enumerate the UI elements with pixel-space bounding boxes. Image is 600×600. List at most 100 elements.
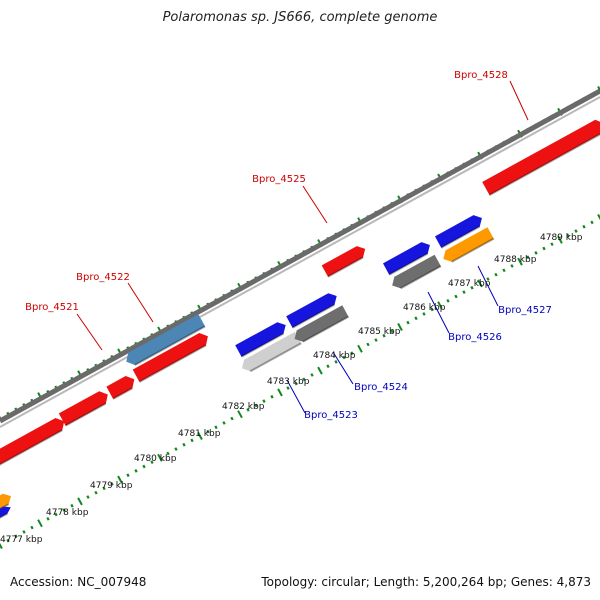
gene-reverse-a-shade [240,332,285,358]
leader-bpro4523 [286,379,306,414]
lower-minor-tick [374,338,378,342]
gene-label[interactable]: Bpro_4522 [76,272,130,283]
lower-minor-tick [342,355,346,360]
lower-minor-tick [142,464,146,469]
gene-reverse-d-shade [440,225,481,249]
lower-major-tick [357,344,363,353]
lower-minor-tick [182,442,186,447]
gene-pseudo-bpro4527[interactable] [443,227,494,262]
gene-label[interactable]: Bpro_4526 [448,332,502,343]
lower-major-tick [557,235,563,244]
lower-minor-tick [462,290,466,294]
lower-minor-tick [246,407,250,412]
gene-rna-bpro4522-shade [134,325,206,366]
lower-minor-tick [214,425,218,430]
gene-forward-c[interactable] [106,376,135,399]
gene-label[interactable]: Bpro_4524 [354,382,408,393]
lower-minor-tick [486,277,490,281]
backbone-strand-top [0,88,600,424]
gene-reverse-bpro4524-shade [291,303,336,329]
gene-label[interactable]: Bpro_4523 [304,410,358,421]
lower-minor-tick [86,495,90,499]
lower-minor-tick [430,307,434,312]
kbp-tick-label: 4778 kbp [46,508,89,518]
gene-reverse-bpro4523[interactable] [242,331,302,372]
gene-label[interactable]: Bpro_4525 [252,174,306,185]
gene-forward-b[interactable] [58,391,108,426]
lower-minor-tick [150,460,154,465]
lower-minor-tick [222,421,226,425]
kbp-tick-label: 4777 kbp [0,535,43,545]
lower-major-tick [597,214,600,221]
lower-minor-tick [6,538,10,543]
lower-major-tick [197,432,203,440]
lower-minor-tick [46,516,50,521]
lower-minor-tick [414,316,418,321]
gene-reverse-c[interactable] [383,242,430,275]
gene-label[interactable]: Bpro_4521 [25,302,79,313]
leader-bpro4522 [127,282,154,323]
lower-major-tick [157,453,163,462]
gene-reverse-b[interactable] [294,305,349,342]
gene-label[interactable]: Bpro_4528 [454,70,508,81]
lower-minor-tick [406,320,410,325]
gene-forward-bpro4521[interactable] [132,333,208,382]
lower-minor-tick [366,342,370,347]
lower-minor-tick [110,482,114,486]
gene-reverse-bpro4523-shade [249,342,302,373]
gene-reverse-bpro4526-shade [400,265,442,290]
genome-summary-text: Topology: circular; Length: 5,200,264 bp… [261,575,591,589]
lower-major-tick [477,279,483,288]
lower-minor-tick [526,255,530,260]
backbone-strand-shadow [0,96,600,428]
leader-bpro4525 [302,185,328,224]
kbp-tick-label: 4785 kbp [358,327,401,337]
lower-minor-tick [446,298,450,303]
lower-minor-tick [126,473,130,478]
kbp-tick-label: 4786 kbp [403,303,446,313]
gene-label[interactable]: Bpro_4527 [498,305,552,316]
gene-forward-bpro4521-shade [138,344,207,383]
kbp-tick-label: 4780 kbp [134,454,177,464]
gene-reverse-bpro4524[interactable] [286,293,337,328]
lower-minor-tick [230,416,234,421]
gene-forward-c-shade [112,387,133,400]
lower-minor-tick [54,512,58,517]
lower-minor-tick [166,451,170,456]
lower-minor-tick [14,534,18,539]
lower-minor-tick [454,294,458,299]
lower-major-tick [437,301,443,310]
gene-reverse-c-shade [388,252,429,276]
gene-reverse-d[interactable] [435,215,482,248]
gene-pseudo-edge[interactable] [0,493,11,510]
gene-reverse-bpro4526[interactable] [392,254,441,289]
kbp-tick-label: 4784 kbp [313,351,356,361]
label-leader-lines [76,80,529,414]
lower-minor-tick [70,503,74,508]
lower-minor-tick [390,329,394,334]
lower-minor-tick [382,333,386,338]
lower-minor-tick [510,264,514,268]
kbp-tick-label: 4783 kbp [267,377,310,387]
kbp-tick-label: 4782 kbp [222,402,265,412]
gene-reverse-edge[interactable] [0,506,11,521]
gene-forward-bpro4528[interactable] [482,119,600,196]
lower-minor-tick [270,394,274,399]
lower-minor-tick [206,429,210,434]
lower-minor-tick [174,447,178,451]
lower-minor-tick [566,233,570,238]
gene-forward-bpro4525-shade [327,256,364,278]
upper-major-tick [597,86,600,93]
gene-rna-bpro4522[interactable] [126,314,206,365]
gene-track [0,119,600,521]
kbp-tick-label: 4781 kbp [178,429,221,439]
leader-bpro4524 [332,351,354,385]
gene-forward-a-shade [0,429,63,466]
kbp-tick-label: 4789 kbp [540,233,583,243]
lower-minor-tick [574,229,578,233]
gene-forward-a[interactable] [0,418,65,465]
gene-forward-bpro4525[interactable] [321,246,366,277]
gene-reverse-a[interactable] [235,322,286,357]
